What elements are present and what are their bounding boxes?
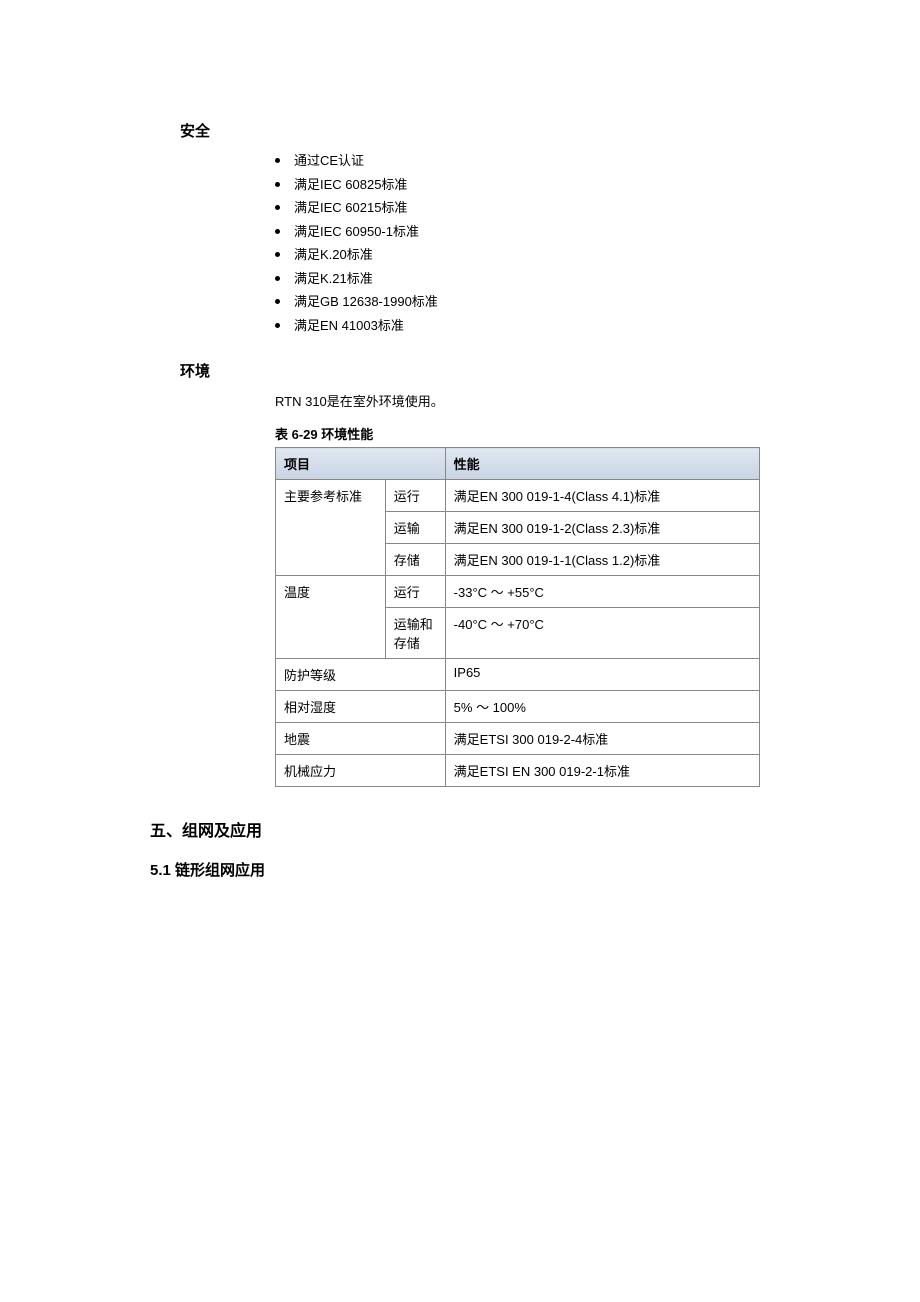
list-item: 满足K.20标准: [275, 245, 770, 265]
list-item-text: 满足IEC 60825标准: [294, 175, 407, 195]
list-item: 通过CE认证: [275, 151, 770, 171]
safety-heading: 安全: [180, 120, 770, 141]
list-item-text: 满足GB 12638-1990标准: [294, 292, 438, 312]
cell-protection-label: 防护等级: [276, 659, 446, 691]
bullet-icon: [275, 276, 280, 281]
cell-temp-sub1-value: -33°C ～ +55°C: [445, 576, 759, 608]
cell-earthquake-label: 地震: [276, 723, 446, 755]
list-item-text: 满足IEC 60215标准: [294, 198, 407, 218]
table-row: 温度 运行 -33°C ～ +55°C: [276, 576, 760, 608]
networking-heading: 五、组网及应用: [150, 817, 770, 841]
table-header-row: 项目 性能: [276, 448, 760, 480]
cell-ref-std-sub3-value: 满足EN 300 019-1-1(Class 1.2)标准: [445, 544, 759, 576]
list-item: 满足IEC 60215标准: [275, 198, 770, 218]
table-row: 机械应力 满足ETSI EN 300 019-2-1标准: [276, 755, 760, 787]
environment-heading: 环境: [180, 360, 770, 381]
bullet-icon: [275, 205, 280, 210]
cell-ref-std-sub1-value: 满足EN 300 019-1-4(Class 4.1)标准: [445, 480, 759, 512]
list-item-text: 通过CE认证: [294, 151, 364, 171]
list-item: 满足K.21标准: [275, 269, 770, 289]
environment-intro: RTN 310是在室外环境使用。: [275, 391, 770, 410]
cell-humidity-value: 5% ～ 100%: [445, 691, 759, 723]
safety-list: 通过CE认证 满足IEC 60825标准 满足IEC 60215标准 满足IEC…: [275, 151, 770, 335]
cell-mechanical-value: 满足ETSI EN 300 019-2-1标准: [445, 755, 759, 787]
table-row: 地震 满足ETSI 300 019-2-4标准: [276, 723, 760, 755]
bullet-icon: [275, 158, 280, 163]
cell-ref-std-sub3-label: 存储: [385, 544, 445, 576]
table-header-item: 项目: [276, 448, 446, 480]
cell-temp-label: 温度: [276, 576, 386, 659]
networking-sub-heading: 5.1 链形组网应用: [150, 859, 770, 880]
list-item-text: 满足EN 41003标准: [294, 316, 404, 336]
cell-mechanical-label: 机械应力: [276, 755, 446, 787]
cell-ref-std-label: 主要参考标准: [276, 480, 386, 576]
cell-ref-std-sub2-value: 满足EN 300 019-1-2(Class 2.3)标准: [445, 512, 759, 544]
bullet-icon: [275, 323, 280, 328]
cell-temp-sub2-label: 运输和存储: [385, 608, 445, 659]
list-item: 满足IEC 60950-1标准: [275, 222, 770, 242]
list-item: 满足GB 12638-1990标准: [275, 292, 770, 312]
table-row: 主要参考标准 运行 满足EN 300 019-1-4(Class 4.1)标准: [276, 480, 760, 512]
table-header-perf: 性能: [445, 448, 759, 480]
list-item-text: 满足K.20标准: [294, 245, 373, 265]
list-item: 满足EN 41003标准: [275, 316, 770, 336]
list-item-text: 满足IEC 60950-1标准: [294, 222, 419, 242]
cell-ref-std-sub2-label: 运输: [385, 512, 445, 544]
table-row: 防护等级 IP65: [276, 659, 760, 691]
table-row: 相对湿度 5% ～ 100%: [276, 691, 760, 723]
cell-humidity-label: 相对湿度: [276, 691, 446, 723]
bullet-icon: [275, 182, 280, 187]
list-item: 满足IEC 60825标准: [275, 175, 770, 195]
cell-temp-sub2-value: -40°C ～ +70°C: [445, 608, 759, 659]
list-item-text: 满足K.21标准: [294, 269, 373, 289]
cell-temp-sub1-label: 运行: [385, 576, 445, 608]
cell-protection-value: IP65: [445, 659, 759, 691]
cell-ref-std-sub1-label: 运行: [385, 480, 445, 512]
bullet-icon: [275, 299, 280, 304]
bullet-icon: [275, 252, 280, 257]
cell-earthquake-value: 满足ETSI 300 019-2-4标准: [445, 723, 759, 755]
bullet-icon: [275, 229, 280, 234]
table-caption: 表 6-29 环境性能: [275, 424, 770, 443]
environment-table: 项目 性能 主要参考标准 运行 满足EN 300 019-1-4(Class 4…: [275, 447, 760, 787]
